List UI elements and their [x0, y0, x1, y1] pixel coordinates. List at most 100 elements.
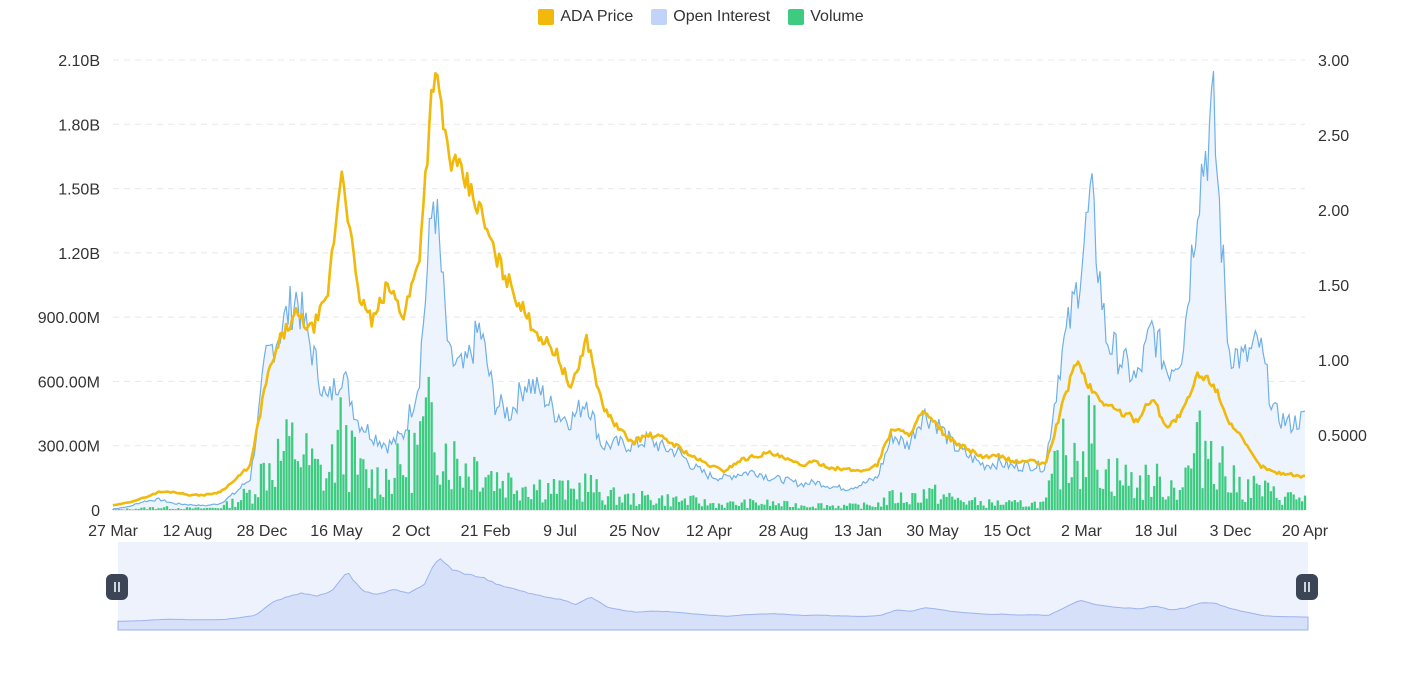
- volume-bar: [211, 507, 214, 510]
- volume-bar: [1010, 501, 1014, 510]
- volume-bar: [660, 495, 664, 510]
- volume-bar: [200, 508, 203, 510]
- volume-bar: [473, 456, 476, 510]
- volume-bar: [962, 502, 965, 510]
- volume-bar: [257, 497, 260, 510]
- volume-bar: [1252, 475, 1255, 510]
- volume-bar: [1170, 480, 1173, 510]
- x-tick-label: 28 Dec: [237, 523, 288, 540]
- volume-bar: [823, 508, 826, 510]
- range-handle-left[interactable]: [106, 574, 128, 600]
- range-navigator[interactable]: [117, 542, 1309, 631]
- volume-bar: [1045, 497, 1048, 510]
- volume-bar: [1229, 492, 1233, 510]
- range-handle-right[interactable]: [1296, 574, 1318, 600]
- volume-bar: [1286, 492, 1290, 510]
- volume-bar: [490, 471, 493, 510]
- volume-bar: [322, 490, 325, 510]
- volume-bar: [114, 509, 117, 510]
- volume-bar: [797, 508, 800, 510]
- volume-bar: [757, 505, 760, 510]
- volume-bar: [555, 493, 558, 510]
- volume-bar: [729, 501, 732, 510]
- volume-bar: [831, 505, 834, 510]
- volume-bar: [618, 496, 621, 510]
- volume-bar: [165, 506, 169, 510]
- volume-bar: [1121, 485, 1125, 510]
- volume-bar: [419, 421, 422, 510]
- volume-bar: [342, 474, 345, 510]
- volume-bar: [237, 502, 240, 510]
- volume-bar: [865, 504, 869, 510]
- volume-bar: [1144, 464, 1147, 510]
- volume-bar: [820, 503, 823, 510]
- volume-bar: [1118, 480, 1122, 510]
- volume-bar: [336, 429, 339, 510]
- volume-bar: [572, 488, 575, 510]
- volume-bar: [840, 508, 843, 510]
- volume-bar: [655, 503, 658, 510]
- volume-bar: [649, 500, 652, 510]
- volume-bar: [234, 506, 237, 510]
- y-right-tick-label: 1.00: [1318, 353, 1349, 370]
- volume-bar: [1178, 490, 1181, 510]
- volume-bar: [934, 484, 937, 510]
- open-interest-line: [112, 71, 1306, 510]
- volume-bar: [1164, 499, 1167, 510]
- volume-bar: [251, 503, 254, 510]
- volume-bar: [308, 465, 311, 510]
- volume-bar: [1289, 492, 1292, 510]
- volume-bar: [1278, 500, 1281, 510]
- volume-bar: [678, 502, 681, 510]
- volume-bar: [1224, 476, 1227, 510]
- volume-bar: [1192, 453, 1196, 510]
- volume-bar: [416, 444, 419, 510]
- y-left-tick-label: 600.00M: [38, 374, 100, 391]
- x-tick-label: 2 Oct: [392, 523, 431, 540]
- volume-bar: [217, 508, 220, 510]
- volume-bar: [339, 397, 342, 510]
- volume-bar: [1039, 501, 1042, 510]
- volume-bar: [1124, 464, 1127, 510]
- volume-bar: [1292, 494, 1295, 510]
- volume-bar: [276, 438, 280, 510]
- volume-bar: [732, 501, 735, 510]
- volume-bar: [282, 451, 285, 510]
- legend-item-volume[interactable]: Volume: [788, 8, 864, 26]
- legend-item-price[interactable]: ADA Price: [538, 8, 633, 26]
- volume-bar: [1110, 491, 1113, 510]
- volume-bar: [450, 489, 453, 510]
- volume-bar: [1301, 501, 1304, 510]
- volume-bar: [183, 509, 186, 510]
- volume-bar: [399, 464, 402, 510]
- volume-bar: [621, 502, 624, 510]
- volume-bar: [780, 506, 783, 510]
- volume-bar: [604, 504, 607, 510]
- volume-bar: [715, 508, 718, 510]
- volume-bar: [410, 492, 413, 510]
- volume-bar: [248, 489, 251, 510]
- volume-bar: [737, 506, 740, 510]
- x-tick-label: 30 May: [906, 523, 958, 540]
- volume-bar: [965, 504, 968, 510]
- volume-bar: [1255, 483, 1258, 510]
- volume-bar: [1047, 480, 1051, 510]
- volume-bar: [1036, 508, 1039, 510]
- volume-bar: [976, 505, 979, 510]
- volume-bar: [148, 507, 152, 510]
- volume-bar: [194, 507, 197, 510]
- volume-bar: [1090, 443, 1093, 510]
- legend-item-open-interest[interactable]: Open Interest: [651, 8, 770, 26]
- volume-bar: [1195, 422, 1199, 510]
- volume-bar: [481, 487, 484, 510]
- volume-bar: [1184, 467, 1187, 510]
- volume-bar: [163, 507, 166, 510]
- volume-bar: [581, 501, 584, 510]
- volume-bar: [825, 505, 829, 510]
- volume-bar: [874, 507, 877, 510]
- volume-bar: [672, 497, 675, 510]
- volume-bar: [885, 505, 888, 510]
- volume-bar: [922, 489, 925, 510]
